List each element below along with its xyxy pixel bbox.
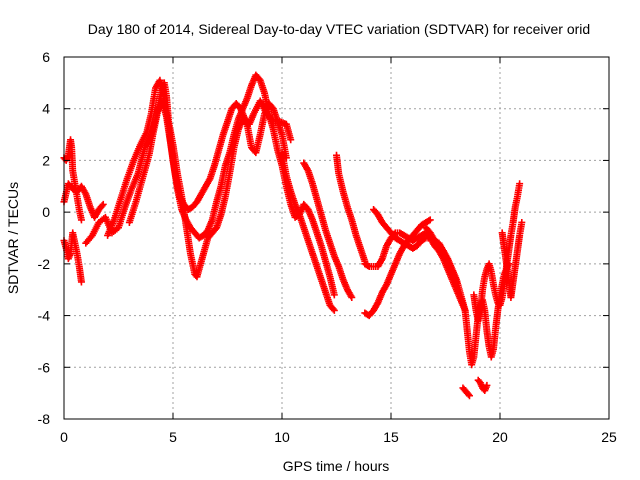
data-point <box>464 390 472 398</box>
data-point <box>483 381 491 389</box>
y-tick-label: -2 <box>38 256 51 272</box>
ticks-layer: 0 5 10 15 20 25 -8 -6 -4 -2 0 2 4 6 <box>38 49 617 445</box>
data-point <box>516 180 524 188</box>
data-point <box>364 262 372 270</box>
y-tick-label: -8 <box>38 411 51 427</box>
data-point <box>329 305 337 313</box>
series-track <box>333 151 369 265</box>
series-track <box>60 180 107 221</box>
data-point <box>425 217 433 225</box>
series-track <box>474 376 491 395</box>
x-tick-label: 15 <box>383 429 399 445</box>
y-axis-title: SDTVAR / TECUs <box>5 182 21 294</box>
y-tick-label: 4 <box>42 101 50 117</box>
data-point <box>98 202 106 210</box>
data-points-layer <box>60 71 526 400</box>
data-point <box>348 293 356 301</box>
series-track <box>300 159 356 301</box>
data-point <box>287 136 295 144</box>
y-tick-label: -4 <box>38 308 51 324</box>
data-point <box>426 216 434 224</box>
data-point <box>518 218 526 226</box>
x-tick-label: 0 <box>60 429 68 445</box>
series-track <box>470 180 524 325</box>
series-track <box>60 229 85 286</box>
x-tick-label: 20 <box>492 429 508 445</box>
grid-layer <box>64 57 609 419</box>
x-tick-label: 5 <box>169 429 177 445</box>
chart-title: Day 180 of 2014, Sidereal Day-to-day VTE… <box>88 21 590 37</box>
plot-frame <box>63 56 610 420</box>
series-track <box>498 218 526 301</box>
data-point <box>99 200 107 208</box>
x-tick-label: 10 <box>274 429 290 445</box>
data-point <box>330 306 338 314</box>
y-tick-label: -6 <box>38 359 51 375</box>
x-tick-label: 25 <box>601 429 617 445</box>
data-point <box>77 216 85 224</box>
data-point <box>330 291 338 299</box>
series-track <box>459 384 473 400</box>
y-tick-label: 2 <box>42 152 50 168</box>
series-track <box>125 97 295 226</box>
y-tick-label: 6 <box>42 49 50 65</box>
data-point <box>465 392 473 400</box>
data-point <box>420 235 428 243</box>
data-point <box>77 278 85 286</box>
x-axis-title: GPS time / hours <box>283 458 390 474</box>
series-track <box>361 216 434 320</box>
series-track <box>278 149 338 314</box>
y-tick-label: 0 <box>42 204 50 220</box>
